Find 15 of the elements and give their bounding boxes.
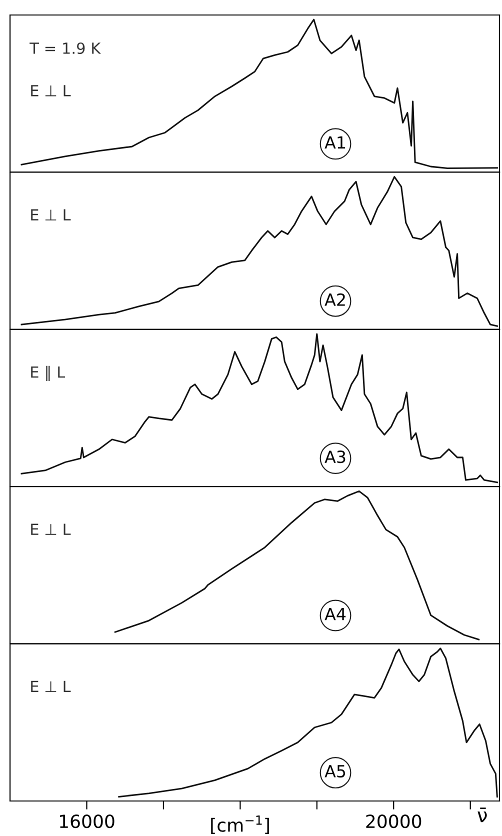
annotation: E ⊥ L — [31, 209, 71, 220]
x-tick-label: 16000 — [60, 814, 114, 828]
annotation: E ⊥ L — [31, 85, 71, 96]
annotation: E ∥ L — [31, 366, 66, 381]
annotation: E ⊥ L — [31, 680, 71, 692]
annotation: A5 — [324, 765, 346, 778]
text: ν̄ — [478, 808, 487, 822]
annotation: T = 1.9 K — [30, 42, 101, 54]
annotation: A2 — [324, 293, 345, 306]
annotation: A4 — [324, 608, 346, 620]
annotation: E ⊥ L — [31, 524, 71, 535]
x-tick-label: 20000 — [366, 814, 422, 828]
annotation: A1 — [324, 136, 345, 149]
annotation: A3 — [324, 450, 346, 464]
x-axis-title: [cm$^{−1}$] — [211, 815, 269, 834]
